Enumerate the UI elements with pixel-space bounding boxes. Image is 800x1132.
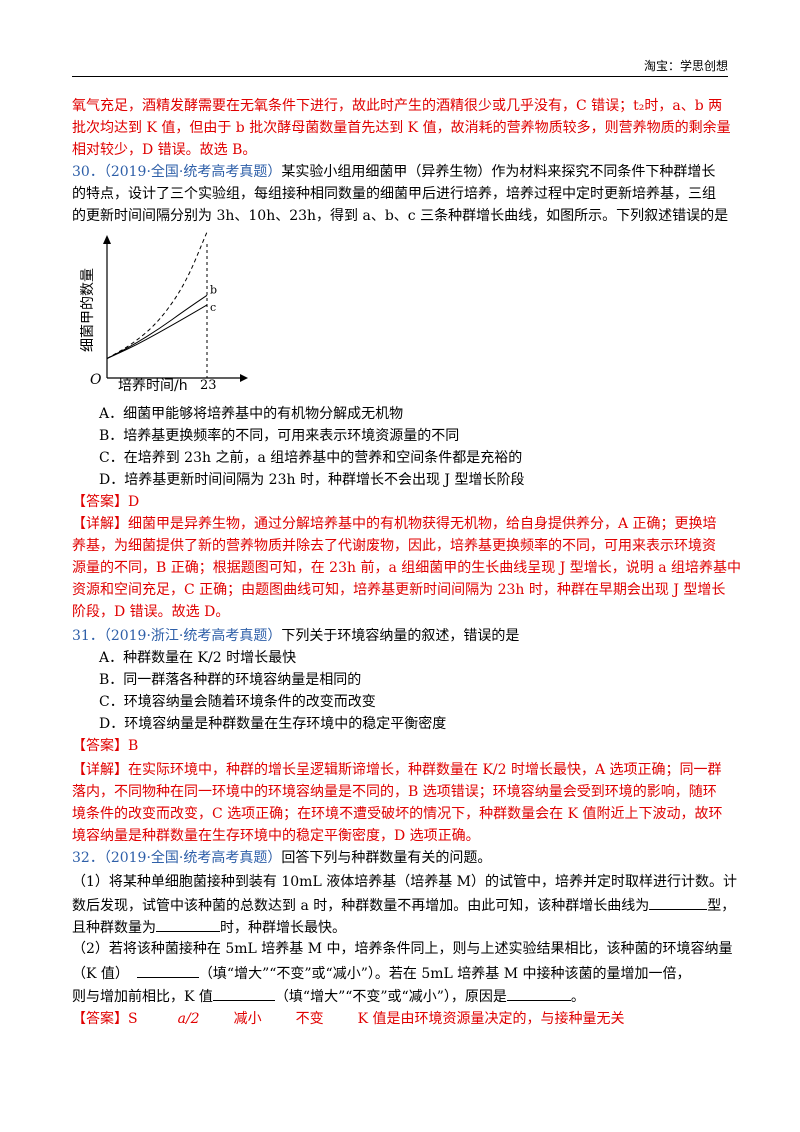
prev-explain-line-2: 批次均达到 K 值，但由于 b 批次酵母菌数量首先达到 K 值，故消耗的营养物质… — [72, 120, 731, 136]
y-axis-arrow — [103, 235, 111, 244]
q31-explain-line-2: 落内，不同物种在同一环境中的环境容纳量是不同的，B 选项错误；环境容纳量会受到环… — [72, 784, 717, 800]
q32-answer-tag: 【答案】 — [72, 1011, 128, 1027]
q32-answer-3: 减小 — [233, 1011, 262, 1027]
prev-explain-line-1: 氧气充足，酒精发酵需要在无氧条件下进行，故此时产生的酒精很少或几乎没有，C 错误… — [72, 98, 723, 114]
page-header: 淘宝：学思创想 — [72, 56, 728, 77]
q30-option-a: A．细菌甲能够将培养基中的有机物分解成无机物 — [99, 406, 404, 422]
prev-explain-line-3: 相对较少，D 错误。故选 B。 — [72, 142, 257, 158]
q32-answer-2: a/2 — [177, 1011, 200, 1027]
q30-explain-text: 细菌甲是异养生物，通过分解培养基中的有机物获得无机物，给自身提供养分，A 正确；… — [128, 516, 717, 532]
growth-curve-chart: a bc 细菌甲的数量 培养时间/h O 23 — [80, 232, 248, 392]
q32-stem-text: 回答下列与种群数量有关的问题。 — [281, 850, 492, 866]
q32-part2-text-d: （填“增大”“不变”或“减小”），原因是 — [274, 989, 507, 1005]
series-c-line — [106, 304, 208, 360]
x-axis-arrow — [240, 374, 248, 382]
q32-part1-line-2: 数后发现，试管中该种菌的总数达到 a 时，种群数量不再增加。由此可知，该种群增长… — [72, 895, 735, 915]
header-text: 淘宝：学思创想 — [643, 59, 728, 73]
q30-stem-line-2: 的特点，设计了三个实验组，每组接种相同数量的细菌甲后进行培养，培养过程中定时更新… — [72, 186, 716, 202]
q30-answer: 【答案】D — [72, 493, 139, 511]
q30-option-b: B．培养基更换频率的不同，可用来表示环境资源量的不同 — [99, 428, 460, 444]
q30-explain-line-3: 源量的不同，B 正确；根据题图可知，在 23h 前，a 组细菌甲的生长曲线呈现 … — [72, 560, 742, 576]
series-a-label: a — [210, 232, 217, 235]
q31-stem: 31．（2019·浙江·统考高考真题）下列关于环境容纳量的叙述，错误的是 — [72, 627, 519, 645]
q32-part1-line-3: 且种群数量为 时，种群增长最快。 — [72, 917, 346, 937]
q32-part2-text-b: （填“增大”“不变”或“减小”）。若在 5mL 培养基 M 中接种该菌的量增加一… — [198, 966, 691, 982]
series-a-line — [106, 232, 208, 359]
q30-source: （2019·全国·统考高考真题） — [103, 164, 282, 180]
q32-part1-text-c: 且种群数量为 — [72, 920, 156, 936]
q32-stem: 32．（2019·全国·统考高考真题）回答下列与种群数量有关的问题。 — [72, 849, 491, 867]
blank-1[interactable] — [649, 895, 708, 910]
q32-part2-line-3: 则与增加前相比，K 值 （填“增大”“不变”或“减小”），原因是 。 — [72, 986, 585, 1006]
q30-explain-tag: 【详解】 — [72, 516, 128, 532]
q30-answer-tag: 【答案】 — [72, 494, 128, 510]
q31-option-c: C．环境容纳量会随着环境条件的改变而改变 — [99, 694, 376, 710]
q32-answer-5: K 值是由环境资源量决定的，与接种量无关 — [357, 1011, 625, 1027]
q31-stem-text: 下列关于环境容纳量的叙述，错误的是 — [281, 628, 520, 644]
q31-answer-tag: 【答案】 — [72, 738, 128, 754]
q32-answer: 【答案】S a/2 减小 不变 K 值是由环境资源量决定的，与接种量无关 — [72, 1010, 625, 1028]
q31-explain-tag: 【详解】 — [72, 762, 128, 778]
q32-part2-line-2: （K 值） （填“增大”“不变”或“减小”）。若在 5mL 培养基 M 中接种该菌… — [72, 963, 690, 983]
series-c-label: c — [210, 301, 216, 314]
q32-part2-line-1: （2）若将该种菌接种在 5mL 培养基 M 中，培养条件同上，则与上述实验结果相… — [72, 941, 733, 957]
blank-4[interactable] — [212, 986, 275, 1001]
q30-answer-value: D — [128, 494, 140, 510]
q30-number: 30． — [72, 164, 104, 180]
q32-part2-text-e: 。 — [570, 989, 585, 1005]
blank-2[interactable] — [156, 917, 220, 932]
q32-part1-text: 数后发现，试管中该种菌的总数达到 a 时，种群数量不再增加。由此可知，该种群增长… — [72, 898, 650, 914]
origin-label: O — [90, 372, 102, 388]
q32-part1-text-b: 型， — [707, 898, 736, 914]
q32-part2-text-a: （K 值） — [72, 966, 129, 982]
q31-explain-line-3: 境条件的改变而改变，C 选项正确；在环境不遭受破坏的情况下，种群数量会在 K 值… — [72, 806, 723, 822]
q31-option-a: A．种群数量在 K/2 时增长最快 — [99, 650, 297, 666]
q31-answer: 【答案】B — [72, 737, 138, 755]
q30-explain-line-1: 【详解】细菌甲是异养生物，通过分解培养基中的有机物获得无机物，给自身提供养分，A… — [72, 515, 717, 533]
q32-answer-1: S — [128, 1011, 138, 1027]
x-axis-label: 培养时间/h — [118, 378, 188, 392]
q32-part1-line-1: （1）将某种单细胞菌接种到装有 10mL 液体培养基（培养基 M）的试管中，培养… — [72, 874, 737, 890]
q32-part1-text-d: 时，种群增长最快。 — [220, 920, 346, 936]
q31-option-d: D．环境容纳量是种群数量在生存环境中的稳定平衡密度 — [99, 716, 447, 732]
series-b-line — [106, 294, 208, 360]
q31-explain-line-1: 【详解】在实际环境中，种群的增长呈逻辑斯谛增长，种群数量在 K/2 时增长最快，… — [72, 761, 722, 779]
blank-5[interactable] — [506, 986, 571, 1001]
q31-source: （2019·浙江·统考高考真题） — [103, 628, 282, 644]
q32-number: 32． — [72, 850, 104, 866]
q30-stem-line-1: 30．（2019·全国·统考高考真题）某实验小组用细菌甲（异养生物）作为材料来探… — [72, 163, 715, 181]
q30-stem-text: 某实验小组用细菌甲（异养生物）作为材料来探究不同条件下种群增长 — [281, 164, 716, 180]
q31-explain-text: 在实际环境中，种群的增长呈逻辑斯谛增长，种群数量在 K/2 时增长最快，A 选项… — [128, 762, 722, 778]
q30-option-d: D．培养基更新时间间隔为 23h 时，种群增长不会出现 J 型增长阶段 — [99, 472, 525, 488]
q30-explain-line-2: 养基，为细菌提供了新的营养物质并除去了代谢废物，因此，培养基更换频率的不同，可用… — [72, 538, 716, 554]
q31-explain-line-4: 境容纳量是种群数量在生存环境中的稳定平衡密度，D 选项正确。 — [72, 828, 480, 844]
q32-answer-4: 不变 — [295, 1011, 324, 1027]
q31-number: 31． — [72, 628, 104, 644]
blank-3[interactable] — [136, 963, 199, 978]
series-b-label: b — [210, 283, 217, 296]
q31-answer-value: B — [128, 738, 139, 754]
q30-stem-line-3: 的更新时间间隔分别为 3h、10h、23h，得到 a、b、c 三条种群增长曲线，… — [72, 208, 729, 224]
q30-explain-line-5: 阶段，D 错误。故选 D。 — [72, 604, 230, 620]
y-axis-label: 细菌甲的数量 — [80, 268, 96, 352]
q32-part2-text-c: 则与增加前相比，K 值 — [72, 989, 213, 1005]
x-tick-23: 23 — [200, 378, 217, 392]
q30-option-c: C．在培养到 23h 之前，a 组培养基中的营养和空间条件都是充裕的 — [99, 450, 523, 466]
q31-option-b: B．同一群落各种群的环境容纳量是相同的 — [99, 672, 362, 688]
q30-explain-line-4: 资源和空间充足，C 正确；由题图曲线可知，培养基更新时间间隔为 23h 时，种群… — [72, 582, 726, 598]
q32-source: （2019·全国·统考高考真题） — [103, 850, 282, 866]
